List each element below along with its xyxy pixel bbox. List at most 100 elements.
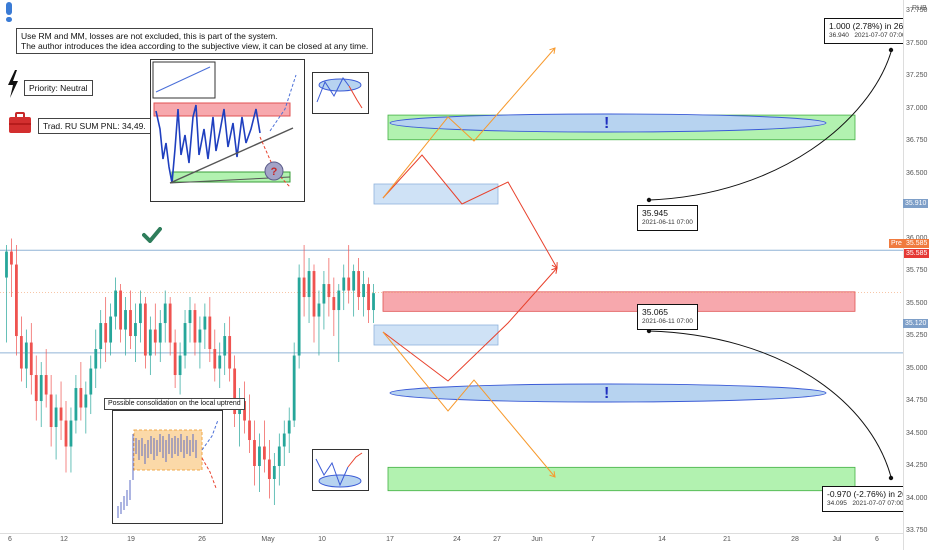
time-tick: Jun (531, 536, 543, 543)
candle (15, 264, 18, 337)
lower-zone-mark: ! (604, 385, 610, 402)
time-axis[interactable] (0, 533, 903, 551)
candle (362, 284, 365, 298)
alert-icon (6, 2, 12, 22)
candle (168, 303, 172, 343)
lower-anchor-date: 2021-06-11 07:00 (642, 318, 693, 325)
candle (44, 375, 48, 395)
system-note-line-2: The author introduces the idea according… (21, 41, 369, 51)
blue-zone-lower (373, 324, 499, 346)
candle (5, 251, 8, 278)
candle (104, 323, 108, 343)
pre-label: Pre (889, 239, 904, 248)
time-tick: 6 (8, 536, 12, 543)
upper-anchor-price: 35.945 (642, 208, 668, 218)
candle (139, 303, 142, 324)
candle (297, 277, 301, 356)
upper-measure-curve (648, 51, 892, 201)
upper-anchor-date: 2021-06-11 07:00 (642, 219, 693, 226)
price-tick: 36.500 (906, 169, 928, 177)
anchor-point (888, 475, 894, 481)
time-tick: 10 (318, 536, 326, 543)
time-tick: 6 (875, 536, 879, 543)
price-tick: 37.250 (906, 72, 928, 80)
time-tick: 24 (453, 536, 461, 543)
upper-measure-label: 1.000 (2.78%) in 26d 36.940 2021-07-07 0… (824, 18, 913, 44)
candle (317, 303, 321, 317)
arrow-head (549, 47, 556, 54)
candle (64, 420, 68, 447)
candle (307, 271, 311, 298)
candle (272, 466, 276, 480)
candle (282, 433, 286, 447)
price-axis[interactable] (903, 0, 932, 550)
candle (243, 401, 246, 421)
candle (173, 342, 177, 376)
time-tick: 17 (386, 536, 394, 543)
upper-anchor-label: 35.945 2021-06-11 07:00 (637, 205, 698, 231)
candle (148, 329, 152, 356)
measure-curves (646, 47, 894, 481)
candle (188, 310, 192, 324)
candle (143, 303, 147, 356)
candle (59, 407, 63, 421)
path-down-from-top (382, 154, 558, 269)
path-down-from-bottom (382, 331, 556, 478)
candle (337, 290, 341, 311)
arrow-head (551, 267, 558, 274)
green-zone (387, 466, 856, 492)
scenario-thumb-bottom (312, 449, 369, 491)
upper-measure-price: 36.940 (829, 32, 849, 39)
candle (193, 310, 197, 343)
time-tick: 21 (723, 536, 731, 543)
lower-measure-label: -0.970 (-2.76%) in 26d 34.095 2021-07-07… (822, 486, 917, 512)
candle (29, 342, 33, 376)
candle (49, 394, 53, 428)
upper-zone-mark: ! (604, 115, 610, 132)
candle (74, 388, 78, 421)
price-tick: 34.500 (906, 429, 928, 437)
candle (357, 271, 361, 298)
price-tick: 36.000 (906, 235, 927, 243)
candle (347, 277, 351, 291)
price-tick: 35.000 (906, 364, 928, 372)
pnl-label: Trad. RU SUM PNL: 34,49. (38, 118, 151, 134)
system-note: Use RM and MM, losses are not excluded, … (16, 28, 374, 54)
candle (327, 284, 331, 298)
candle (69, 420, 73, 447)
price-tick: 34.000 (906, 494, 928, 502)
candle (277, 446, 281, 467)
time-tick: 19 (127, 536, 135, 543)
path-up-from-bottom (382, 267, 558, 382)
time-tick: 7 (591, 536, 595, 543)
candle (134, 323, 137, 337)
candle (263, 446, 266, 460)
candle (258, 446, 261, 467)
zones-layer (373, 113, 856, 492)
red-zone (382, 291, 856, 312)
candle (228, 336, 232, 369)
lower-measure-title: -0.970 (-2.76%) in 26d (827, 489, 912, 499)
candle (218, 355, 222, 369)
projection-paths (382, 47, 558, 478)
candle (208, 316, 212, 350)
candle (124, 310, 127, 330)
upper-ellipse (389, 113, 827, 133)
question-mark: ? (271, 166, 278, 178)
candle (352, 271, 356, 291)
candle (312, 271, 316, 317)
briefcase-icon (9, 112, 31, 133)
consolidation-note: Possible consolidation on the local uptr… (104, 398, 245, 410)
price-tick: 37.750 (906, 7, 928, 15)
candle (158, 323, 162, 343)
currency-label: RUB (912, 5, 927, 12)
candle (129, 310, 132, 337)
candle (178, 355, 182, 376)
last-price-tag: 35.585 (904, 249, 930, 258)
candle (54, 407, 58, 428)
time-tick: 27 (493, 536, 501, 543)
candle (39, 375, 43, 402)
anchor-point (888, 47, 894, 53)
